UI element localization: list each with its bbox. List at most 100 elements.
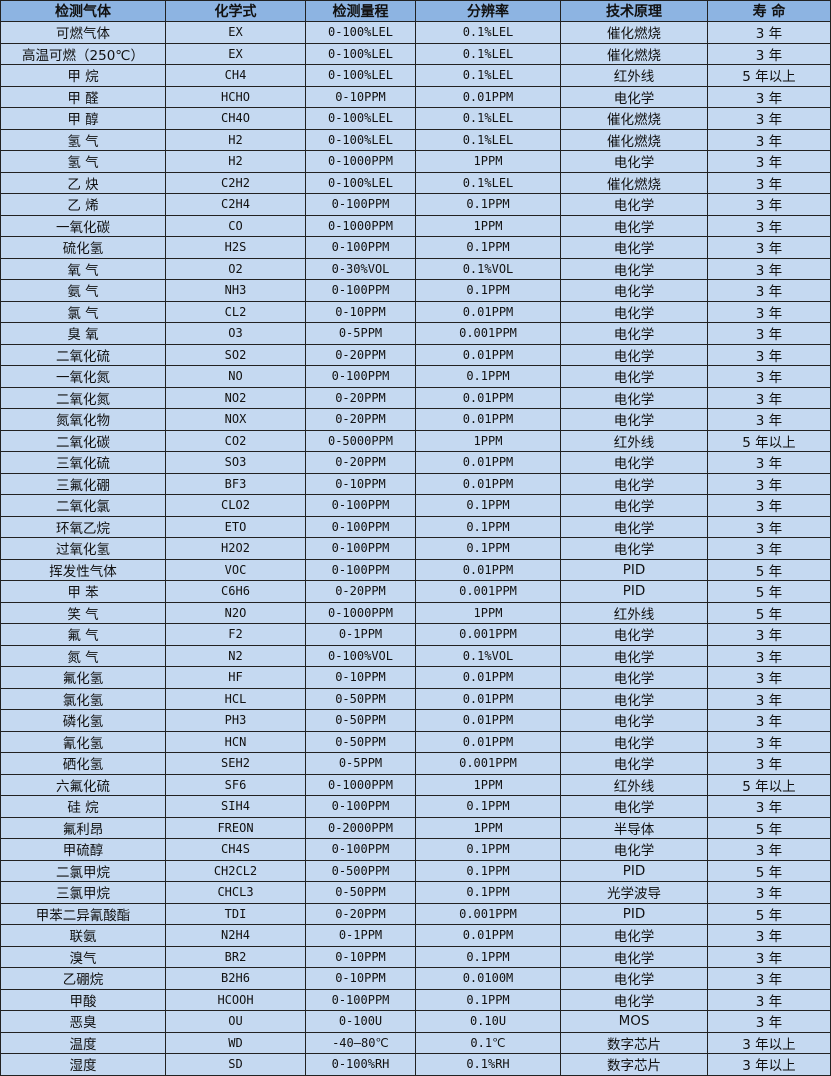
range-cell: 0-100PPM (305, 279, 416, 302)
gas-name-cell: 硫化氢 (0, 236, 166, 259)
principle-cell: 电化学 (560, 537, 708, 560)
gas-name-cell: 甲酸 (0, 988, 166, 1011)
resolution-cell: 0.1PPM (415, 859, 561, 882)
gas-name-cell: 笑 气 (0, 601, 166, 624)
gas-name-cell: 乙 烯 (0, 193, 166, 216)
formula-cell: HF (165, 666, 306, 689)
lifespan-cell: 5 年 (707, 580, 831, 603)
principle-cell: 电化学 (560, 193, 708, 216)
lifespan-cell: 3 年以上 (707, 1053, 831, 1076)
formula-cell: SO3 (165, 451, 306, 474)
lifespan-cell: 3 年 (707, 85, 831, 108)
principle-cell: 电化学 (560, 343, 708, 366)
principle-cell: 电化学 (560, 687, 708, 710)
table-row: 氯 气 CL2 0-10PPM 0.01PPM 电化学 3 年 (0, 300, 831, 323)
formula-cell: VOC (165, 558, 306, 581)
gas-name-cell: 一氧化碳 (0, 214, 166, 237)
lifespan-cell: 3 年 (707, 236, 831, 259)
resolution-cell: 0.1PPM (415, 279, 561, 302)
gas-name-cell: 温度 (0, 1031, 166, 1054)
range-cell: 0-500PPM (305, 859, 416, 882)
range-cell: 0-100PPM (305, 236, 416, 259)
range-cell: 0-100%RH (305, 1053, 416, 1076)
range-cell: 0-20PPM (305, 386, 416, 409)
range-cell: 0-100PPM (305, 537, 416, 560)
gas-name-cell: 甲 烷 (0, 64, 166, 87)
table-row: 甲 烷 CH4 0-100%LEL 0.1%LEL 红外线 5 年以上 (0, 64, 831, 87)
gas-name-cell: 氟利昂 (0, 816, 166, 839)
formula-cell: SD (165, 1053, 306, 1076)
principle-cell: 催化燃烧 (560, 107, 708, 130)
principle-cell: 电化学 (560, 494, 708, 517)
gas-name-cell: 二氯甲烷 (0, 859, 166, 882)
gas-name-cell: 甲苯二异氰酸酯 (0, 902, 166, 925)
principle-cell: 红外线 (560, 601, 708, 624)
principle-cell: 电化学 (560, 472, 708, 495)
header-gas: 检测气体 (0, 0, 166, 22)
range-cell: 0-1000PPM (305, 601, 416, 624)
table-row: 甲酸 HCOOH 0-100PPM 0.1PPM 电化学 3 年 (0, 988, 831, 1011)
lifespan-cell: 3 年 (707, 279, 831, 302)
principle-cell: 电化学 (560, 795, 708, 818)
resolution-cell: 0.1PPM (415, 838, 561, 861)
formula-cell: FREON (165, 816, 306, 839)
lifespan-cell: 3 年 (707, 472, 831, 495)
principle-cell: 电化学 (560, 752, 708, 775)
formula-cell: C2H4 (165, 193, 306, 216)
resolution-cell: 0.1PPM (415, 881, 561, 904)
lifespan-cell: 3 年 (707, 300, 831, 323)
lifespan-cell: 3 年 (707, 386, 831, 409)
range-cell: 0-50PPM (305, 730, 416, 753)
resolution-cell: 0.01PPM (415, 730, 561, 753)
lifespan-cell: 3 年 (707, 967, 831, 990)
principle-cell: 数字芯片 (560, 1031, 708, 1054)
principle-cell: 电化学 (560, 214, 708, 237)
header-principle: 技术原理 (560, 0, 708, 22)
principle-cell: PID (560, 580, 708, 603)
formula-cell: BF3 (165, 472, 306, 495)
gas-name-cell: 联氨 (0, 924, 166, 947)
gas-name-cell: 挥发性气体 (0, 558, 166, 581)
table-row: 过氧化氢 H2O2 0-100PPM 0.1PPM 电化学 3 年 (0, 537, 831, 560)
gas-name-cell: 环氧乙烷 (0, 515, 166, 538)
table-row: 乙硼烷 B2H6 0-10PPM 0.0100M 电化学 3 年 (0, 967, 831, 990)
principle-cell: 电化学 (560, 945, 708, 968)
lifespan-cell: 5 年以上 (707, 429, 831, 452)
formula-cell: ETO (165, 515, 306, 538)
lifespan-cell: 3 年 (707, 451, 831, 474)
gas-name-cell: 氟 气 (0, 623, 166, 646)
table-row: 湿度 SD 0-100%RH 0.1%RH 数字芯片 3 年以上 (0, 1053, 831, 1076)
formula-cell: HCOOH (165, 988, 306, 1011)
resolution-cell: 1PPM (415, 214, 561, 237)
lifespan-cell: 3 年 (707, 795, 831, 818)
table-row: 甲 醛 HCHO 0-10PPM 0.01PPM 电化学 3 年 (0, 85, 831, 108)
principle-cell: 电化学 (560, 150, 708, 173)
gas-name-cell: 氯化氢 (0, 687, 166, 710)
range-cell: -40—80℃ (305, 1031, 416, 1054)
range-cell: 0-1000PPM (305, 150, 416, 173)
gas-name-cell: 三氟化硼 (0, 472, 166, 495)
formula-cell: H2S (165, 236, 306, 259)
resolution-cell: 1PPM (415, 773, 561, 796)
table-row: 氯化氢 HCL 0-50PPM 0.01PPM 电化学 3 年 (0, 687, 831, 710)
range-cell: 0-100%LEL (305, 107, 416, 130)
table-row: 甲 苯 C6H6 0-20PPM 0.001PPM PID 5 年 (0, 580, 831, 603)
table-row: 甲苯二异氰酸酯 TDI 0-20PPM 0.001PPM PID 5 年 (0, 902, 831, 925)
lifespan-cell: 3 年 (707, 107, 831, 130)
table-row: 硒化氢 SEH2 0-5PPM 0.001PPM 电化学 3 年 (0, 752, 831, 775)
header-lifespan: 寿 命 (707, 0, 831, 22)
range-cell: 0-2000PPM (305, 816, 416, 839)
principle-cell: 催化燃烧 (560, 42, 708, 65)
gas-name-cell: 三氯甲烷 (0, 881, 166, 904)
lifespan-cell: 3 年 (707, 687, 831, 710)
resolution-cell: 0.01PPM (415, 408, 561, 431)
gas-name-cell: 可燃气体 (0, 21, 166, 44)
lifespan-cell: 3 年 (707, 945, 831, 968)
table-row: 氨 气 NH3 0-100PPM 0.1PPM 电化学 3 年 (0, 279, 831, 302)
formula-cell: SF6 (165, 773, 306, 796)
table-row: 硅 烷 SIH4 0-100PPM 0.1PPM 电化学 3 年 (0, 795, 831, 818)
table-row: 环氧乙烷 ETO 0-100PPM 0.1PPM 电化学 3 年 (0, 515, 831, 538)
lifespan-cell: 3 年 (707, 537, 831, 560)
gas-name-cell: 乙 炔 (0, 171, 166, 194)
resolution-cell: 0.01PPM (415, 666, 561, 689)
